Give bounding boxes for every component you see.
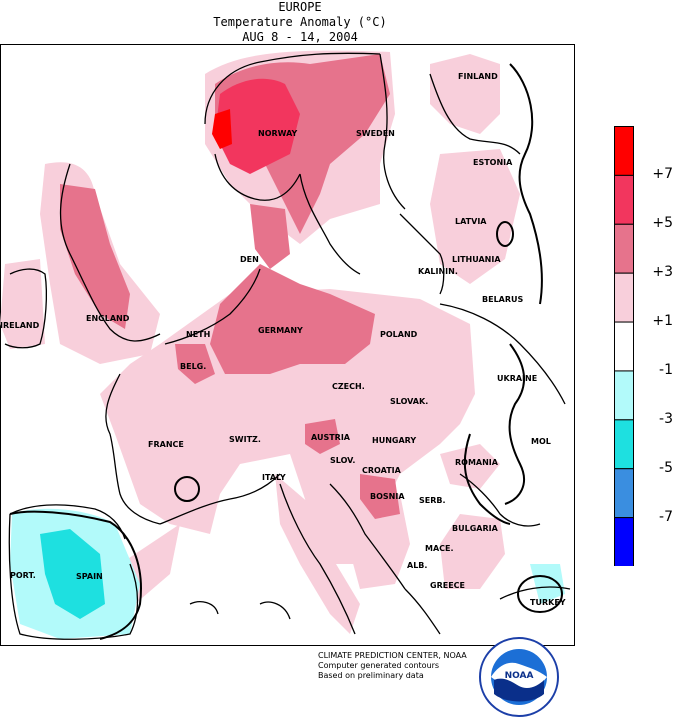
anomaly-shading	[0, 50, 565, 639]
label-macedonia: MACE.	[425, 544, 454, 553]
shade-norway-coast	[212, 109, 232, 149]
label-greece: GREECE	[430, 581, 465, 590]
legend-label-plus7: +7	[652, 166, 673, 182]
legend-swatch-1	[614, 174, 634, 225]
label-denmark: DEN	[240, 255, 259, 264]
shade-ireland	[0, 259, 45, 349]
shade-norway-core	[215, 78, 300, 174]
shade-scotland	[60, 184, 130, 329]
label-france: FRANCE	[148, 440, 184, 449]
legend-swatch-6	[614, 419, 634, 470]
shade-spain-strong	[40, 529, 105, 619]
legend-swatch-8	[614, 517, 634, 566]
credit-line-2: Computer generated contours	[318, 661, 440, 670]
shade-bosnia	[360, 474, 400, 519]
map-region-title: EUROPE	[278, 0, 322, 14]
shade-finland	[430, 54, 500, 134]
label-poland: POLAND	[380, 330, 418, 339]
credit-line-3: Based on preliminary data	[318, 671, 424, 680]
label-hungary: HUNGARY	[372, 436, 416, 445]
map-period-title: AUG 8 - 14, 2004	[242, 30, 358, 44]
legend-swatch-7	[614, 468, 634, 519]
label-romania: ROMANIA	[455, 458, 499, 467]
label-kaliningrad: KALININ.	[418, 267, 458, 276]
shade-denmark	[250, 204, 290, 269]
label-slovakia: SLOVAK.	[390, 397, 428, 406]
shade-italy	[275, 474, 360, 634]
label-bulgaria: BULGARIA	[452, 524, 499, 533]
legend-swatch-4	[614, 321, 634, 372]
label-albania: ALB.	[407, 561, 427, 570]
credit-line-1: CLIMATE PREDICTION CENTER, NOAA	[318, 651, 467, 660]
label-spain: SPAIN	[76, 572, 103, 581]
label-belgium: BELG.	[180, 362, 206, 371]
credit-block: CLIMATE PREDICTION CENTER, NOAA Computer…	[318, 651, 467, 681]
legend-label-plus3: +3	[652, 264, 673, 280]
label-croatia: CROATIA	[362, 466, 402, 475]
shade-romania	[440, 444, 500, 489]
color-legend	[614, 126, 634, 566]
label-norway: NORWAY	[258, 129, 298, 138]
legend-label-plus1: +1	[652, 313, 673, 329]
label-portugal: PORT.	[10, 571, 36, 580]
label-switzerland: SWITZ.	[229, 435, 261, 444]
label-italy: ITALY	[262, 473, 286, 482]
label-lithuania: LITHUANIA	[452, 255, 501, 264]
label-bosnia: BOSNIA	[370, 492, 405, 501]
label-netherlands: NETH	[186, 330, 210, 339]
label-estonia: ESTONIA	[473, 158, 513, 167]
legend-swatch-5	[614, 370, 634, 421]
noaa-logo-text: NOAA	[505, 671, 534, 681]
label-serbia: SERB.	[419, 496, 446, 505]
label-slovenia: SLOV.	[330, 456, 355, 465]
legend-label-minus3: -3	[659, 411, 673, 427]
anomaly-map: FINLAND NORWAY SWEDEN ESTONIA LATVIA LIT…	[0, 44, 575, 646]
label-latvia: LATVIA	[455, 217, 487, 226]
shade-greece	[440, 514, 505, 589]
label-turkey: TURKEY	[530, 598, 566, 607]
label-czech: CZECH.	[332, 382, 365, 391]
label-austria: AUSTRIA	[311, 433, 351, 442]
shade-baltics	[430, 149, 520, 284]
shade-austria	[305, 419, 340, 454]
legend-label-minus5: -5	[659, 460, 673, 476]
legend-label-minus7: -7	[659, 509, 673, 525]
label-belarus: BELARUS	[482, 295, 524, 304]
contour-lines	[9, 63, 563, 640]
label-ukraine: UKRAINE	[497, 374, 537, 383]
label-ireland: IRELAND	[0, 321, 40, 330]
shade-turkey-cold	[530, 564, 565, 604]
label-finland: FINLAND	[458, 72, 498, 81]
label-sweden: SWEDEN	[356, 129, 395, 138]
shade-benelux	[175, 344, 215, 384]
label-england: ENGLAND	[86, 314, 130, 323]
label-moldova: MOL	[531, 437, 551, 446]
label-germany: GERMANY	[258, 326, 303, 335]
coastlines	[4, 52, 571, 640]
legend-label-minus1: -1	[659, 362, 673, 378]
legend-swatch-2	[614, 223, 634, 274]
legend-swatch-0	[614, 126, 634, 176]
map-variable-title: Temperature Anomaly (°C)	[213, 15, 387, 29]
noaa-logo-icon: NOAA	[479, 637, 559, 717]
shade-germany	[210, 264, 375, 374]
legend-swatch-3	[614, 272, 634, 323]
legend-label-plus5: +5	[652, 215, 673, 231]
country-labels: FINLAND NORWAY SWEDEN ESTONIA LATVIA LIT…	[0, 72, 566, 607]
